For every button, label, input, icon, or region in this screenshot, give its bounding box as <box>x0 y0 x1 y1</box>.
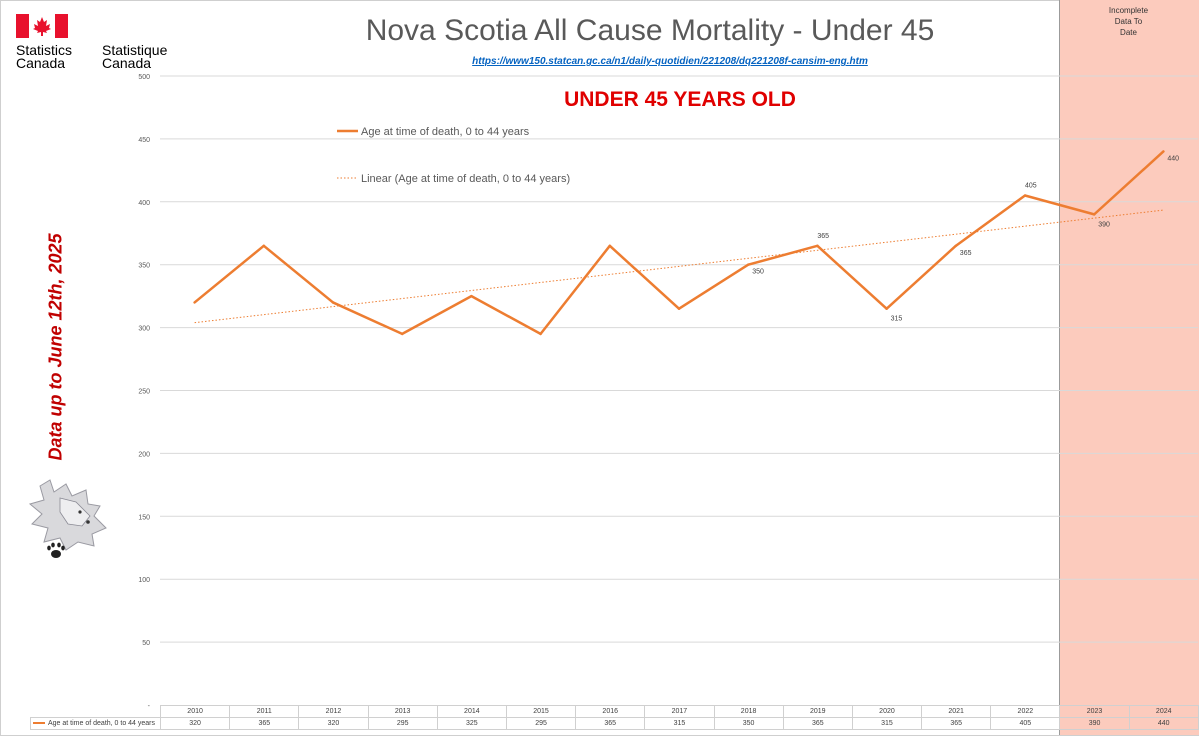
x-category-label: 2024 <box>1128 705 1199 718</box>
logo-text-english: Statistics Canada <box>16 42 73 71</box>
wolf-logo-icon <box>28 479 107 558</box>
series-line-segment <box>1092 150 1165 216</box>
series-line-segment <box>677 263 750 310</box>
table-value-cell: 295 <box>367 717 438 730</box>
table-value-cell: 405 <box>990 717 1061 730</box>
x-category-label: 2017 <box>644 705 715 718</box>
canada-flag-icon <box>16 14 68 38</box>
legend-trendline-label: Linear (Age at time of death, 0 to 44 ye… <box>361 173 570 185</box>
table-value-cell: 325 <box>436 717 507 730</box>
table-value-cell: 365 <box>782 717 853 730</box>
table-value-cell: 320 <box>298 717 369 730</box>
x-category-label: 2012 <box>298 705 369 718</box>
data-label: 365 <box>960 250 972 257</box>
table-value-cell: 315 <box>644 717 715 730</box>
x-category-label: 2013 <box>367 705 438 718</box>
x-category-label: 2010 <box>159 705 231 718</box>
series-line-segment <box>608 244 681 310</box>
table-row-values: Age at time of death, 0 to 44 years 320 36… <box>30 717 1199 730</box>
table-value-cell: 350 <box>713 717 784 730</box>
y-tick-label: 300 <box>138 326 150 333</box>
table-value-cell: 440 <box>1128 717 1199 730</box>
logo-text-french: Statistique Canada <box>102 42 168 71</box>
source-link[interactable]: https://www150.statcan.gc.ca/n1/daily-qu… <box>472 56 868 67</box>
table-series-name: Age at time of death, 0 to 44 years <box>48 719 156 727</box>
series-line-segment <box>400 294 473 336</box>
table-value-cell: 365 <box>575 717 646 730</box>
data-label: 315 <box>891 316 903 323</box>
chart-title: Nova Scotia All Cause Mortality - Under … <box>365 14 935 47</box>
y-tick-label: 200 <box>138 451 150 458</box>
legend-series-label: Age at time of death, 0 to 44 years <box>361 126 530 138</box>
data-label: 405 <box>1025 183 1037 190</box>
table-series-swatch <box>33 721 45 724</box>
series-line-segment <box>954 194 1027 248</box>
x-category-label: 2021 <box>921 705 992 718</box>
data-table: 2010 2011 2012 2013 2014 2015 2016 2017 2018 2019… <box>30 705 1199 730</box>
incomplete-data-label: Incomplete Data To Date <box>1108 6 1149 37</box>
y-tick-label: 500 <box>138 74 150 81</box>
trendline <box>194 209 1164 324</box>
y-tick-label: 150 <box>138 514 150 521</box>
series-line-segment <box>885 244 958 310</box>
x-category-label: 2023 <box>1059 705 1130 718</box>
x-category-label: 2016 <box>575 705 646 718</box>
y-tick-label: 350 <box>138 263 150 270</box>
series-line-segment <box>539 244 612 336</box>
table-value-cell: 295 <box>505 717 577 730</box>
series-line-segment <box>193 244 266 304</box>
x-category-label: 2019 <box>782 705 853 718</box>
data-label: 390 <box>1098 221 1110 228</box>
series-line-segment <box>331 301 404 336</box>
table-row-years: 2010 2011 2012 2013 2014 2015 2016 2017 2018 2019… <box>30 705 1199 718</box>
series-line-segment <box>470 294 542 336</box>
table-series-label: Age at time of death, 0 to 44 years <box>30 717 161 730</box>
incomplete-data-band <box>1059 0 1199 735</box>
x-category-label: 2022 <box>990 705 1061 718</box>
table-corner <box>30 705 161 718</box>
series-line-segment <box>746 244 819 266</box>
data-label: 365 <box>817 233 829 240</box>
series-line-segment <box>1023 194 1096 216</box>
table-value-cell: 320 <box>159 717 231 730</box>
table-value-cell: 315 <box>851 717 923 730</box>
table-value-cell: 390 <box>1059 717 1130 730</box>
data-label: 350 <box>752 269 764 276</box>
x-category-label: 2014 <box>436 705 507 718</box>
series-line-segment <box>816 244 888 310</box>
series-line-segment <box>262 244 335 304</box>
x-category-label: 2011 <box>229 705 300 718</box>
y-tick-label: 250 <box>138 389 150 396</box>
x-category-label: 2018 <box>713 705 784 718</box>
data-label: 440 <box>1167 155 1179 162</box>
x-category-label: 2015 <box>505 705 577 718</box>
table-value-cell: 365 <box>921 717 992 730</box>
y-tick-label: 450 <box>138 137 150 144</box>
y-tick-label: 100 <box>138 577 150 584</box>
y-tick-label: 50 <box>142 640 150 647</box>
chart-subtitle: UNDER 45 YEARS OLD <box>564 88 796 111</box>
table-value-cell: 365 <box>229 717 300 730</box>
y-tick-label: 400 <box>138 200 150 207</box>
x-category-label: 2020 <box>851 705 923 718</box>
chart-legend: Age at time of death, 0 to 44 years Line… <box>337 126 570 185</box>
